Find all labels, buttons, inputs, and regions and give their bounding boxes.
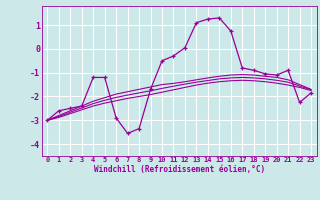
X-axis label: Windchill (Refroidissement éolien,°C): Windchill (Refroidissement éolien,°C) (94, 165, 265, 174)
